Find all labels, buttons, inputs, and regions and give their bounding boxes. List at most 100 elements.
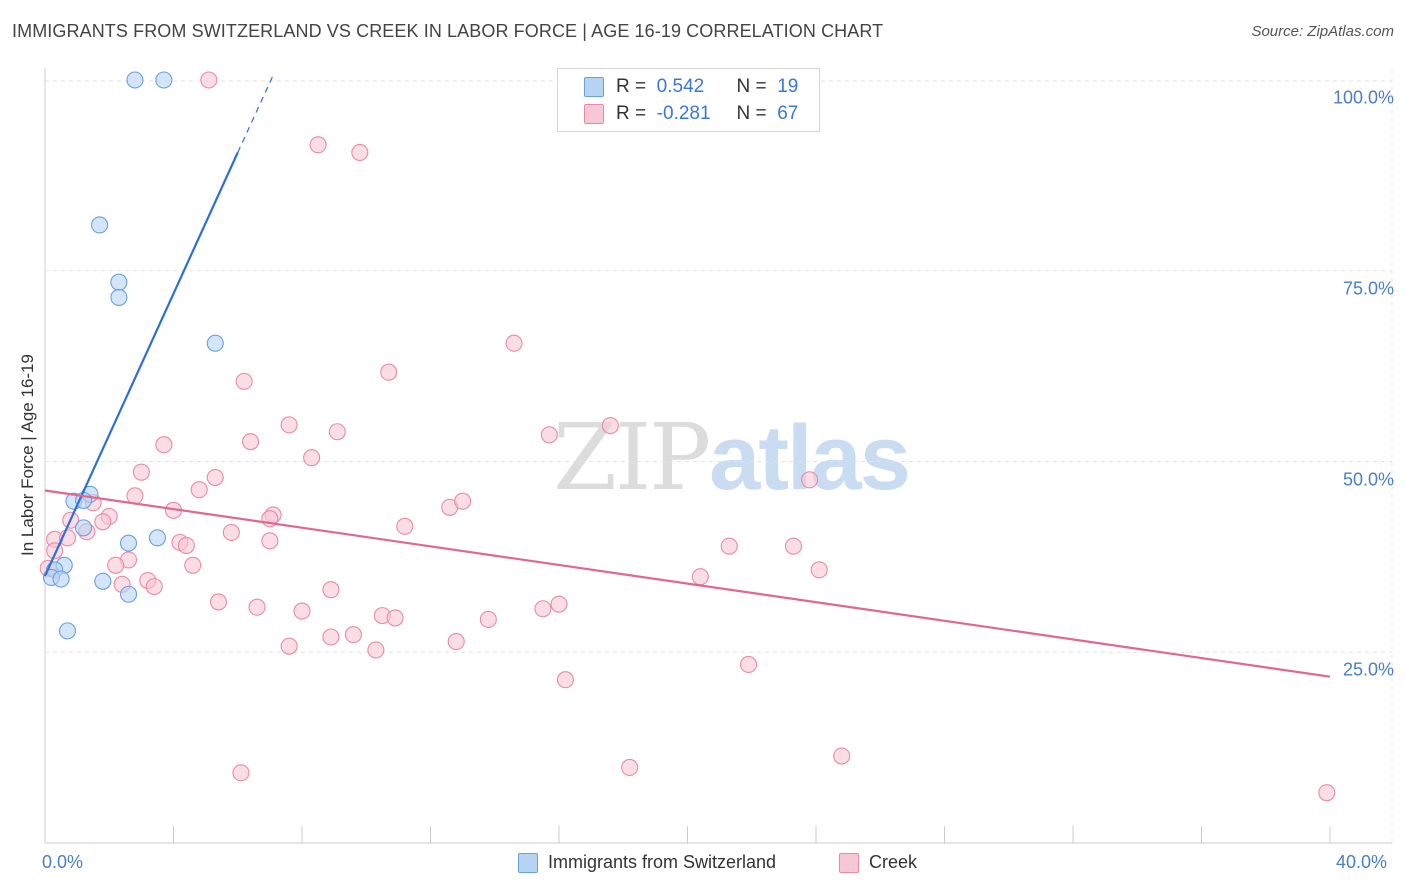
y-tick-label: 100.0% [1332,87,1394,108]
point-creek [540,426,558,444]
n-label: N = [736,76,767,97]
source-attribution: Source: ZipAtlas.com [1251,23,1394,40]
point-creek [235,372,253,390]
point-switzerland [75,519,93,537]
point-creek [248,598,266,616]
n-value: 19 [777,76,799,97]
point-creek [479,610,497,628]
point-switzerland [126,71,144,89]
point-creek [784,537,803,555]
point-switzerland [206,334,224,352]
point-switzerland [148,529,166,547]
point-creek [322,628,340,646]
r-value: -0.281 [656,103,711,124]
y-axis-label: In Labor Force | Age 16-19 [18,354,37,556]
point-creek [344,626,362,644]
point-creek [200,71,218,89]
point-creek [293,602,311,620]
point-creek [550,595,568,613]
point-creek [232,764,250,782]
y-tick-label: 50.0% [1342,469,1394,489]
point-switzerland [58,622,77,640]
point-creek [206,468,224,487]
point-creek [309,136,327,154]
point-creek [1318,784,1336,802]
point-creek [177,536,195,554]
point-switzerland [119,585,138,603]
point-creek [447,633,465,651]
point-creek [132,463,150,481]
x-tick-label-min: 0.0% [42,852,84,872]
point-switzerland [110,288,128,307]
legend-item-creek[interactable]: Creek [839,852,917,873]
trend-lines [43,75,1331,678]
stats-legend-row-creek: R = -0.281 N = 67 [584,103,798,125]
r-label: R = [616,103,647,124]
point-creek [261,532,279,550]
n-value: 67 [777,103,799,124]
legend-label-switzerland: Immigrants from Switzerland [548,852,777,872]
grid-lines [45,70,1393,843]
point-creek [303,449,321,467]
point-creek [322,581,340,599]
point-creek [505,334,523,352]
point-creek [380,363,398,381]
point-creek [328,423,346,441]
point-creek [801,471,819,489]
watermark-zip: ZIP [553,404,711,511]
trend-line-switzerland-extension [237,75,274,153]
point-creek [242,433,260,451]
chart-title: IMMIGRANTS FROM SWITZERLAND VS CREEK IN … [12,21,884,41]
point-creek [351,143,369,162]
point-creek [145,578,163,596]
watermark: ZIPatlas [553,404,911,511]
stats-legend: R = 0.542 N = 19 R = -0.281 N = 67 [557,68,820,132]
legend-swatch-creek [839,852,859,873]
point-creek [601,417,619,435]
point-creek [155,436,173,454]
swatch-switzerland [584,77,604,97]
point-creek [126,487,144,505]
point-creek [184,556,202,574]
point-creek [720,537,738,555]
point-creek [367,641,385,659]
point-creek [280,416,298,434]
n-label: N = [736,103,767,124]
point-creek [833,747,851,765]
trend-line-creek [44,489,1331,678]
legend-item-switzerland[interactable]: Immigrants from Switzerland [518,852,776,873]
point-switzerland [94,572,112,590]
point-creek [691,568,709,586]
point-switzerland [52,570,70,588]
point-creek [621,758,639,777]
axes [44,68,1392,844]
swatch-creek [584,104,604,124]
point-creek [94,513,112,531]
point-creek [190,481,208,499]
point-switzerland [119,534,138,552]
point-creek [810,561,828,579]
point-switzerland [155,71,173,89]
x-tick-label-max: 40.0% [1336,852,1388,872]
point-switzerland [110,273,128,291]
point-creek [209,593,228,611]
stats-legend-row-switzerland: R = 0.542 N = 19 [584,76,798,98]
data-points [39,71,1336,802]
point-creek [396,517,414,535]
point-creek [739,655,758,674]
r-value: 0.542 [656,76,705,97]
point-creek [107,556,125,574]
point-creek [454,492,472,510]
point-creek [534,600,552,618]
point-creek [386,609,404,627]
y-tick-label: 25.0% [1342,659,1394,680]
point-creek [222,523,240,542]
legend-swatch-switzerland [518,852,538,873]
watermark-atlas: atlas [709,407,911,509]
y-tick-label: 75.0% [1342,278,1394,299]
trend-line-switzerland [43,152,239,577]
point-switzerland [91,216,109,234]
point-creek [556,671,574,689]
r-label: R = [616,76,647,97]
